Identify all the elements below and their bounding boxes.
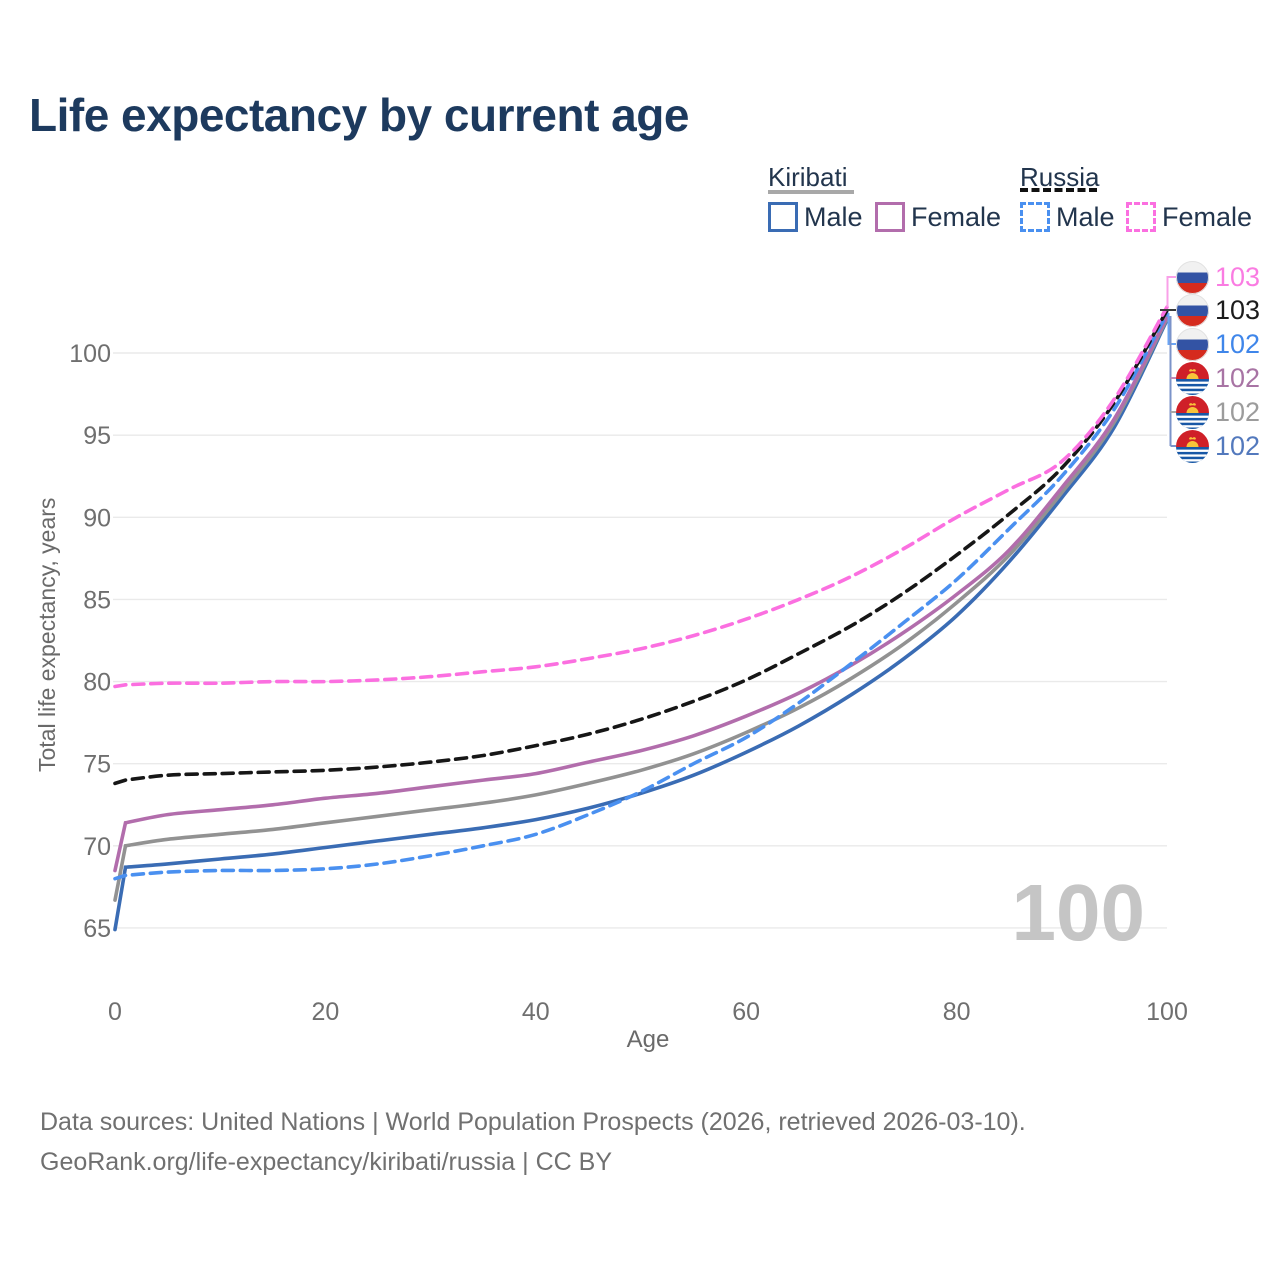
kiribati-flag-icon bbox=[1176, 395, 1209, 429]
x-axis-title: Age bbox=[626, 1026, 670, 1053]
endpoint-value: 102 bbox=[1215, 328, 1261, 359]
legend-underline-kiribati bbox=[768, 190, 854, 194]
endpoint-value: 102 bbox=[1215, 362, 1261, 393]
x-tick-label: 20 bbox=[311, 998, 339, 1026]
legend-swatch-kiribati-female-icon[interactable] bbox=[875, 202, 905, 232]
legend-label-russia-female[interactable]: Female bbox=[1162, 202, 1253, 232]
legend-group-kiribati: Kiribati bbox=[768, 162, 848, 192]
russia-flag-icon bbox=[1176, 293, 1209, 327]
endpoint-label-kiribati-both-sexes: 102 bbox=[1176, 395, 1261, 429]
endpoint-label-russia-both-sexes: 103 bbox=[1176, 293, 1261, 327]
endpoint-label-russia-female: 103 bbox=[1176, 260, 1261, 294]
endpoint-value: 103 bbox=[1215, 261, 1261, 292]
kiribati-flag-icon bbox=[1176, 429, 1209, 463]
x-tick-label: 40 bbox=[522, 998, 550, 1026]
russia-flag-icon bbox=[1176, 260, 1209, 294]
x-tick-label: 80 bbox=[943, 998, 971, 1026]
endpoint-label-russia-male: 102 bbox=[1176, 327, 1261, 361]
legend-group-russia: Russia bbox=[1020, 162, 1100, 192]
y-axis-title: Total life expectancy, years bbox=[34, 497, 60, 772]
y-tick-label: 100 bbox=[69, 340, 111, 368]
x-tick-label: 60 bbox=[732, 998, 760, 1026]
legend-swatch-russia-male-icon[interactable] bbox=[1020, 202, 1050, 232]
legend-underline-russia bbox=[1020, 188, 1097, 192]
kiribati-flag-icon bbox=[1176, 361, 1209, 395]
x-tick-label: 100 bbox=[1146, 998, 1188, 1026]
series-line-kiribati-male[interactable] bbox=[113, 318, 1169, 932]
series-line-kiribati-female[interactable] bbox=[113, 315, 1169, 873]
legend-item-kiribati-female[interactable]: Female bbox=[875, 202, 1001, 232]
endpoint-value: 102 bbox=[1215, 430, 1261, 461]
y-tick-label: 80 bbox=[83, 669, 111, 697]
footer-sources: Data sources: United Nations | World Pop… bbox=[40, 1108, 1026, 1136]
series-line-russia-female[interactable] bbox=[113, 305, 1169, 689]
y-tick-label: 65 bbox=[83, 915, 111, 943]
legend-swatch-kiribati-male-icon[interactable] bbox=[768, 202, 798, 232]
endpoint-label-kiribati-female: 102 bbox=[1176, 361, 1261, 395]
y-tick-label: 85 bbox=[83, 586, 111, 614]
series-line-russia-both[interactable] bbox=[113, 308, 1169, 786]
series-line-kiribati-both[interactable] bbox=[113, 316, 1169, 902]
x-tick-label: 0 bbox=[108, 998, 122, 1026]
legend-label-kiribati-male[interactable]: Male bbox=[804, 202, 863, 232]
y-tick-label: 70 bbox=[83, 833, 111, 861]
age-watermark: 100 bbox=[1012, 868, 1145, 957]
legend-label-russia-male[interactable]: Male bbox=[1056, 202, 1115, 232]
series-lines bbox=[113, 305, 1169, 932]
gridlines: 65 70 75 80 85 90 95 100 0 20 40 60 80 100 bbox=[69, 340, 1188, 1026]
endpoint-value: 102 bbox=[1215, 396, 1261, 427]
legend-item-russia-female[interactable]: Female bbox=[1126, 202, 1252, 232]
legend-item-kiribati-male[interactable]: Male bbox=[768, 202, 863, 232]
footer-attribution: GeoRank.org/life-expectancy/kiribati/rus… bbox=[40, 1148, 612, 1176]
legend-label-kiribati-female[interactable]: Female bbox=[911, 202, 1002, 232]
y-tick-label: 90 bbox=[83, 504, 111, 532]
page-title: Life expectancy by current age bbox=[29, 89, 689, 141]
series-line-russia-male[interactable] bbox=[113, 311, 1169, 881]
leader-lines bbox=[1160, 276, 1176, 447]
endpoint-value: 103 bbox=[1215, 294, 1261, 325]
legend-swatch-russia-female-icon[interactable] bbox=[1126, 202, 1156, 232]
y-tick-label: 75 bbox=[83, 751, 111, 779]
endpoint-label-kiribati-male: 102 bbox=[1176, 429, 1261, 463]
legend-item-russia-male[interactable]: Male bbox=[1020, 202, 1115, 232]
y-tick-label: 95 bbox=[83, 422, 111, 450]
russia-flag-icon bbox=[1176, 327, 1209, 361]
